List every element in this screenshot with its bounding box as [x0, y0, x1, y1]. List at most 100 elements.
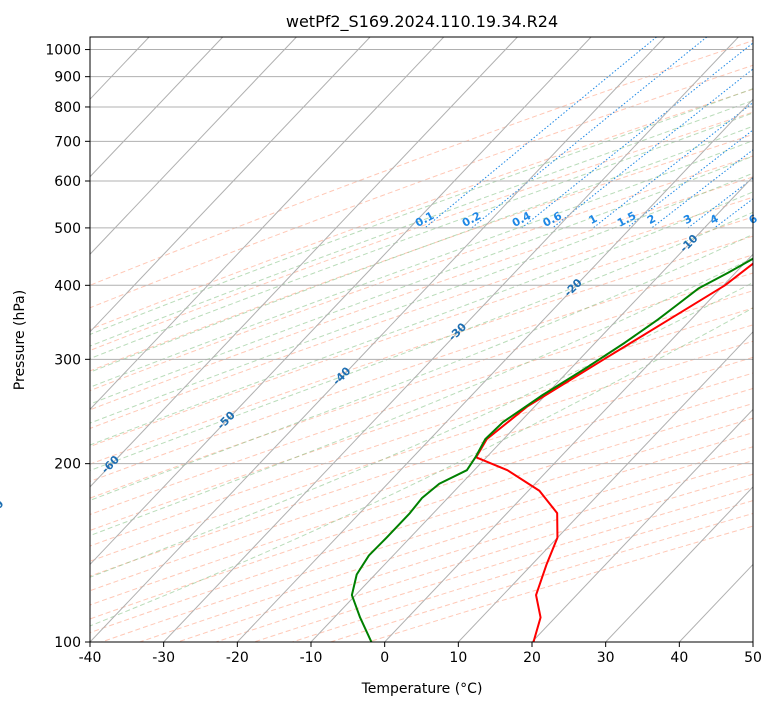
dry-adiabat: [90, 307, 753, 531]
mixing-ratio-label: 3: [681, 212, 694, 227]
mixing-ratio-label: 1.5: [615, 209, 638, 230]
moist-adiabat: [90, 99, 753, 347]
x-tick-label: 10: [449, 650, 467, 666]
dry-adiabat: [90, 64, 753, 309]
dewpoint-profile: [350, 257, 753, 642]
dry-adiabat: [90, 235, 753, 465]
dry-adiabat: [101, 432, 753, 642]
chart-title: wetPf2_S169.2024.110.19.34.R24: [286, 12, 558, 32]
isotherm-line: [531, 408, 753, 642]
y-tick-label: 600: [54, 174, 81, 190]
mixing-ratio-line: [753, 37, 775, 228]
x-tick-label: 20: [523, 650, 541, 666]
y-tick-label: 200: [54, 457, 81, 473]
moist-adiabat: [90, 191, 753, 446]
mixing-ratio-line: [552, 68, 753, 229]
dry-adiabat: [368, 525, 753, 642]
x-tick-label: 50: [744, 650, 762, 666]
mixing-ratio-label: 0.1: [413, 209, 436, 230]
isopleth-labels: -100-90-80-70-60-50-40-30-20-10010203040…: [0, 209, 760, 521]
dry-adiabat: [90, 356, 753, 577]
isotherm-line: [752, 641, 753, 642]
x-tick-label: 40: [670, 650, 688, 666]
isotherm-line: [236, 98, 753, 642]
mixing-ratio-line: [424, 37, 657, 229]
y-tick-label: 400: [54, 278, 81, 294]
dry-adiabat: [90, 88, 753, 331]
y-tick-label: 500: [54, 221, 81, 237]
isotherm-line: [90, 37, 592, 566]
dry-adiabat: [90, 133, 753, 372]
mixing-ratio-line: [651, 149, 753, 229]
y-tick-label: 900: [54, 70, 81, 86]
axes: -40 -30 -20 -10 0 10 20 30 40 50 1000 900 800 700 600 5…: [45, 43, 762, 666]
moist-adiabat: [90, 155, 753, 405]
y-tick-label: 700: [54, 134, 81, 150]
plot-frame: [89, 36, 754, 643]
dry-adiabat: [330, 512, 753, 642]
mixing-ratio-line: [471, 37, 708, 229]
dry-adiabat: [90, 216, 753, 448]
isotherm-line: [90, 37, 518, 488]
x-tick-label: -40: [79, 650, 102, 666]
isotherm-line: [90, 37, 445, 411]
mixing-ratio-line: [626, 129, 753, 229]
dry-adiabat: [90, 372, 753, 592]
dry-adiabat: [215, 473, 753, 642]
moist-adiabat: [90, 172, 753, 424]
dry-adiabat: [254, 487, 753, 642]
mixing-ratio-line: [592, 101, 753, 229]
isotherm-line: [457, 331, 753, 642]
temperature-profile: [475, 262, 753, 642]
moist-adiabat: [90, 125, 753, 373]
x-tick-label: -30: [152, 650, 175, 666]
mixing-ratio-label: 0.4: [510, 209, 534, 230]
dry-adiabat: [90, 111, 753, 352]
profile-lines: [350, 257, 753, 642]
isotherm-line: [384, 253, 753, 642]
x-tick-label: 0: [380, 650, 389, 666]
dry-adiabat: [90, 254, 753, 482]
moist-adiabat: [90, 88, 753, 335]
x-tick-label: -10: [300, 650, 323, 666]
x-axis-title: Temperature (°C): [361, 681, 483, 697]
isotherm-line: [90, 37, 297, 256]
dry-adiabat: [90, 324, 753, 547]
isotherm-line: [605, 486, 753, 642]
moist-adiabat: [90, 139, 753, 388]
dry-adiabat: [90, 40, 753, 286]
isotherm-line: [678, 563, 753, 642]
isotherm-line: [163, 37, 739, 642]
mixing-ratio-line: [714, 198, 753, 229]
x-tick-label: 30: [597, 650, 615, 666]
isotherm-label: -70: [0, 497, 7, 520]
y-axis-title: Pressure (hPa): [12, 290, 28, 390]
moist-adiabat: [90, 211, 753, 472]
isotherm-line: [310, 176, 753, 642]
dry-adiabat: [90, 176, 753, 411]
moist-adiabat: [90, 233, 753, 501]
moist-adiabat: [90, 112, 753, 360]
y-tick-label: 100: [54, 635, 81, 651]
isotherm-line: [0, 37, 2, 642]
y-tick-label: 1000: [45, 43, 81, 59]
dry-adiabat: [90, 402, 753, 620]
isotherm-line: [90, 37, 371, 333]
isotherm-line: [90, 37, 666, 642]
dry-adiabat: [90, 290, 753, 516]
dry-adiabat: [90, 196, 753, 429]
y-tick-label: 300: [54, 352, 81, 368]
dry-adiabat: [90, 155, 753, 392]
moist-adiabat: [90, 257, 753, 537]
x-tick-label: -20: [226, 650, 249, 666]
isotherm-line: [90, 37, 224, 178]
dry-adiabat: [90, 340, 753, 562]
background-lines: [0, 37, 775, 642]
dry-adiabat: [90, 272, 753, 499]
dry-adiabat: [90, 387, 753, 606]
dry-adiabat: [90, 417, 753, 634]
dry-adiabat: [292, 500, 753, 642]
y-tick-label: 800: [54, 100, 81, 116]
